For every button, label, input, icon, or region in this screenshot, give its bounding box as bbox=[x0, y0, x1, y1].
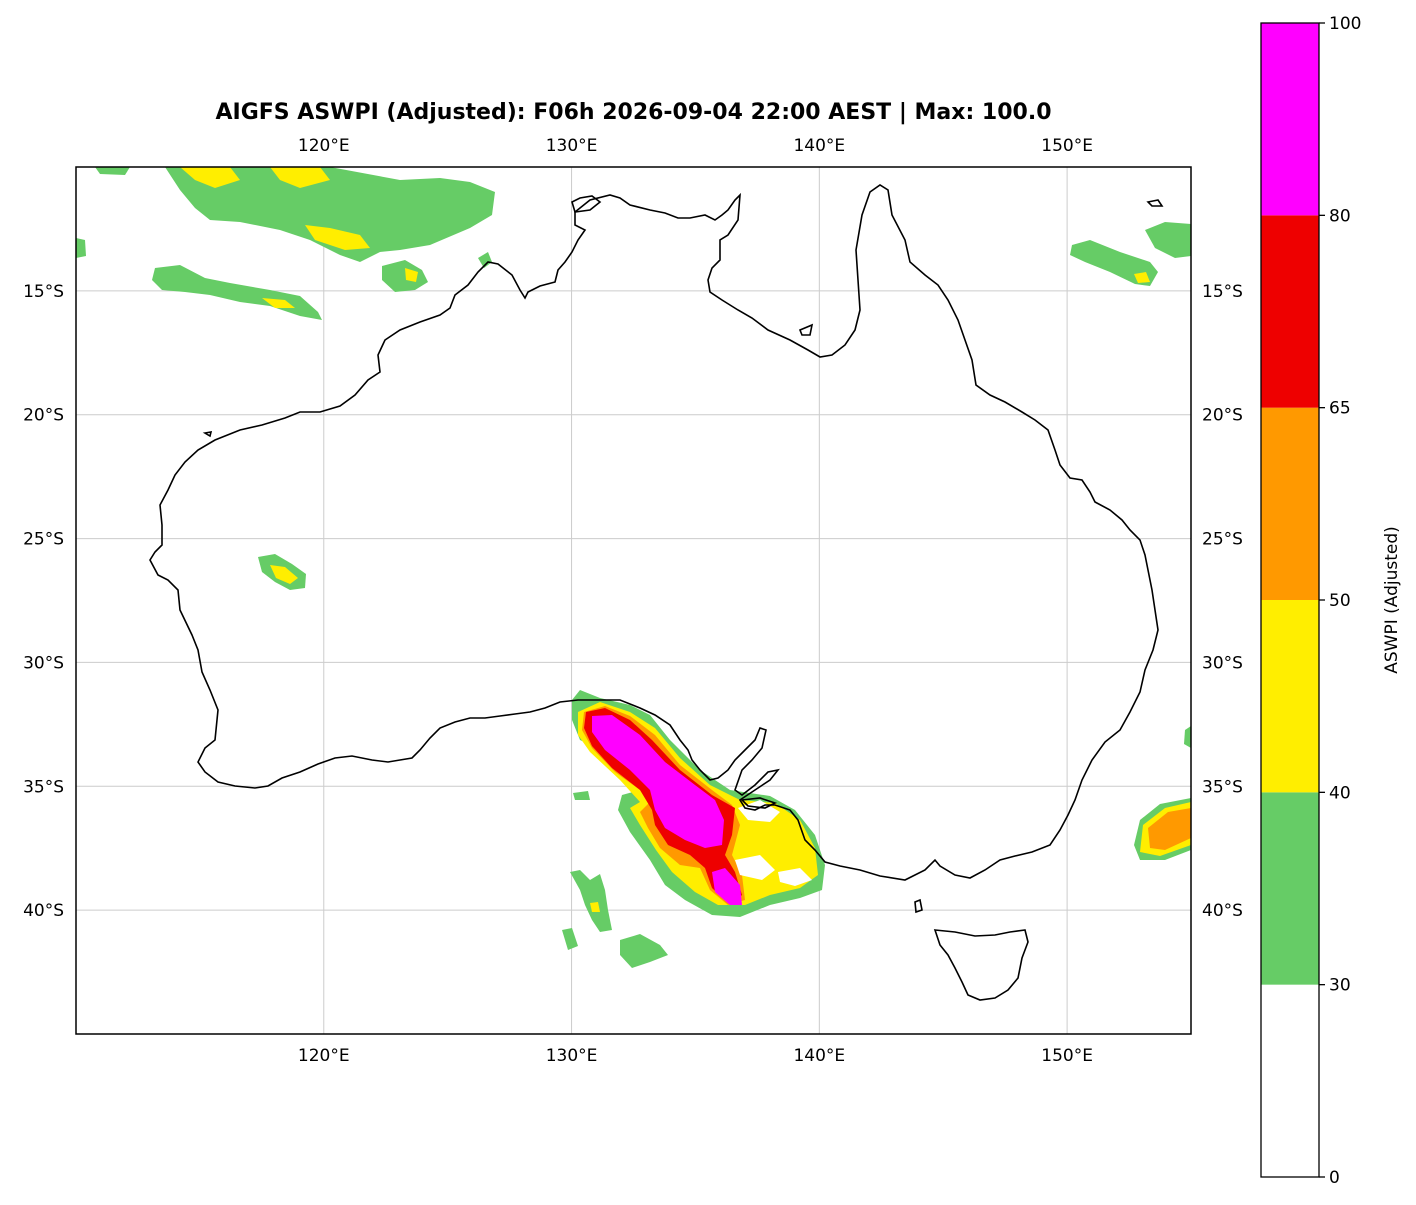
field-green-ne2 bbox=[1145, 222, 1191, 258]
field-green-nw2 bbox=[95, 167, 130, 175]
lat-label-left: 15°S bbox=[23, 282, 64, 302]
lon-label-top: 120°E bbox=[298, 136, 350, 156]
lat-label-left: 35°S bbox=[23, 777, 64, 797]
field-green-s5 bbox=[620, 934, 668, 968]
lon-label-top: 130°E bbox=[546, 136, 598, 156]
lon-tick-labels-top: 120°E 130°E 140°E 150°E bbox=[298, 136, 1093, 156]
map-title: AIGFS ASWPI (Adjusted): F06h 2026-09-04 … bbox=[215, 100, 1052, 125]
field-magenta-s2 bbox=[712, 868, 742, 905]
lon-label-top: 140°E bbox=[793, 136, 845, 156]
island-nw2 bbox=[202, 431, 213, 438]
field-yellow-nw4 bbox=[262, 298, 295, 308]
lat-label-right: 15°S bbox=[1202, 282, 1243, 302]
field-yellow-nw2 bbox=[270, 167, 330, 188]
island-ne1 bbox=[1146, 199, 1164, 207]
lon-tick-labels-bottom: 120°E 130°E 140°E 150°E bbox=[298, 1046, 1093, 1066]
lat-label-right: 20°S bbox=[1202, 406, 1243, 426]
field-hole-2 bbox=[778, 868, 812, 886]
field-hole-1 bbox=[735, 855, 775, 880]
lat-label-right: 35°S bbox=[1202, 777, 1243, 797]
australia-coastline bbox=[149, 184, 1159, 881]
lat-tick-labels-right: 15°S 20°S 25°S 30°S 35°S 40°S bbox=[1202, 282, 1243, 921]
field-yellow-w bbox=[270, 565, 298, 584]
coastlines bbox=[149, 184, 1164, 1001]
field-magenta-s bbox=[592, 715, 724, 848]
lon-label-top: 150°E bbox=[1041, 136, 1093, 156]
field-green-nw bbox=[165, 167, 495, 262]
kangaroo-island bbox=[740, 797, 778, 809]
lon-label-bottom: 120°E bbox=[298, 1046, 350, 1066]
field-orange-e bbox=[1148, 808, 1191, 850]
field-green-s2 bbox=[573, 791, 590, 800]
lat-label-right: 30°S bbox=[1202, 653, 1243, 673]
field-yellow-nw bbox=[180, 167, 240, 188]
field-green-nw4 bbox=[152, 265, 322, 320]
field-green-e bbox=[1184, 726, 1191, 748]
lat-label-right: 25°S bbox=[1202, 530, 1243, 550]
lon-label-bottom: 130°E bbox=[546, 1046, 598, 1066]
island-north bbox=[798, 323, 814, 336]
lat-label-right: 40°S bbox=[1202, 901, 1243, 921]
field-yellow-nw3 bbox=[305, 225, 370, 250]
field-yellow-nw5 bbox=[405, 268, 418, 282]
field-green-nw3 bbox=[76, 238, 86, 258]
field-green-nw6 bbox=[478, 252, 492, 268]
lat-label-left: 30°S bbox=[23, 653, 64, 673]
probability-field bbox=[76, 167, 1191, 968]
tasmania-coastline bbox=[933, 929, 1029, 1001]
field-green-nw5 bbox=[382, 260, 428, 292]
field-green-s3 bbox=[570, 870, 612, 932]
lon-label-bottom: 140°E bbox=[793, 1046, 845, 1066]
field-yellow-s3 bbox=[590, 902, 600, 912]
lat-label-left: 25°S bbox=[23, 530, 64, 550]
lat-label-left: 20°S bbox=[23, 406, 64, 426]
field-yellow-ne bbox=[1134, 272, 1150, 283]
island-bass bbox=[914, 898, 923, 914]
island-nw1 bbox=[571, 195, 602, 213]
lat-label-left: 40°S bbox=[23, 901, 64, 921]
lon-label-bottom: 150°E bbox=[1041, 1046, 1093, 1066]
map-frame bbox=[75, 166, 1192, 1035]
lat-tick-labels-left: 15°S 20°S 25°S 30°S 35°S 40°S bbox=[23, 282, 64, 921]
field-green-s4 bbox=[562, 928, 578, 950]
